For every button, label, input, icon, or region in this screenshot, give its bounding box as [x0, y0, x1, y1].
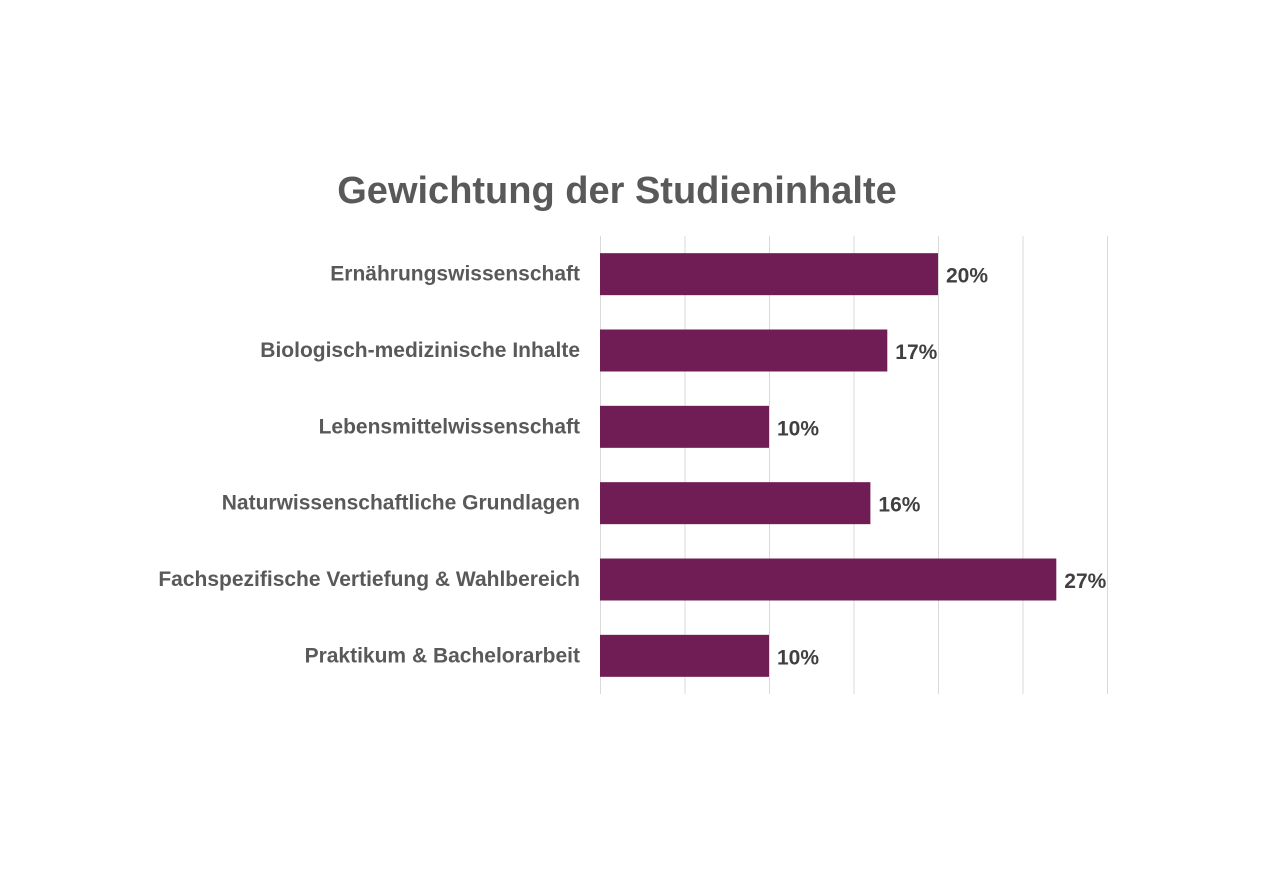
chart-title: Gewichtung der Studieninhalte [337, 170, 897, 212]
data-label: 10% [777, 417, 819, 440]
category-label: Ernährungswissenschaft [330, 263, 580, 286]
data-label: 17% [895, 341, 937, 364]
bar [600, 634, 769, 677]
category-label: Biologisch-medizinische Inhalte [260, 339, 580, 362]
category-label: Naturwissenschaftliche Grundlagen [222, 492, 580, 515]
category-label: Lebensmittelwissenschaft [319, 415, 580, 438]
data-label: 16% [878, 494, 920, 517]
value-labels: 20% 17% 10% 16% 27% 10% [777, 265, 1107, 670]
bar [600, 558, 1057, 601]
bars [600, 253, 1057, 677]
gridlines [600, 236, 1108, 694]
bar [600, 405, 769, 448]
bar [600, 329, 888, 372]
data-label: 27% [1064, 570, 1106, 593]
bar [600, 253, 938, 296]
category-labels: Ernährungswissenschaft Biologisch-medizin… [158, 263, 580, 668]
data-label: 10% [777, 646, 819, 669]
bar [600, 482, 871, 525]
category-label: Praktikum & Bachelorarbeit [305, 644, 580, 667]
category-label: Fachspezifische Vertiefung & Wahlbereich [158, 568, 580, 591]
data-label: 20% [946, 265, 988, 288]
